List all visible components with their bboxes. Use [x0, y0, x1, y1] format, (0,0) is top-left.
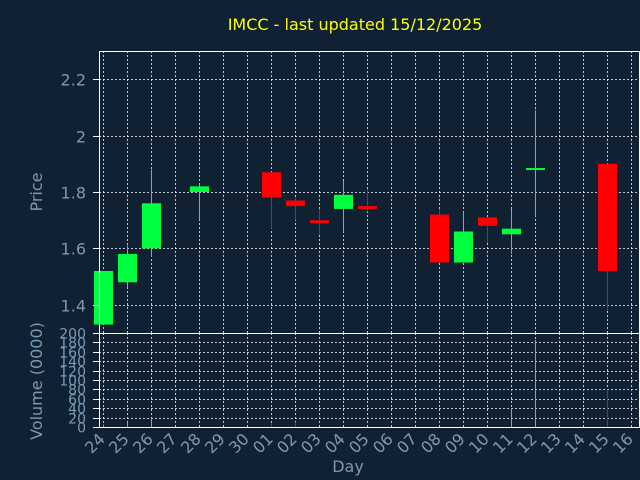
- candle-body-24: [94, 270, 113, 325]
- candle-body-01: [262, 172, 281, 198]
- candle-body-28: [190, 186, 209, 192]
- chart-title: IMCC - last updated 15/12/2025: [228, 15, 483, 34]
- grid-layer: [99, 51, 640, 428]
- volume-tick-label: 60: [68, 393, 86, 409]
- volume-tick-label: 100: [59, 374, 86, 390]
- x-axis-label: Day: [332, 457, 364, 476]
- candle-body-09: [454, 231, 473, 263]
- candle-body-25: [118, 254, 137, 283]
- candle-body-02: [286, 200, 305, 207]
- volume-tick-label: 20: [68, 412, 86, 428]
- volume-tick-label: 40: [68, 402, 86, 418]
- candle-body-11: [502, 228, 521, 235]
- volume-tick-label: 160: [59, 346, 86, 362]
- price-tick-label: 2.2: [61, 71, 86, 90]
- candle-body-15: [598, 163, 617, 271]
- volume-tick-label: 80: [68, 383, 86, 399]
- marks-layer: [94, 110, 617, 427]
- candle-body-26: [142, 203, 161, 249]
- volume-tick-label: 0: [77, 421, 86, 437]
- price-tick-label: 1.8: [61, 184, 86, 203]
- candle-body-08: [430, 214, 449, 263]
- price-tick-label: 2: [76, 128, 86, 147]
- volume-axis-label: Volume (0000): [27, 322, 46, 440]
- volume-tick-label: 200: [59, 327, 86, 343]
- volume-tick-label: 180: [59, 336, 86, 352]
- candle-body-05: [358, 206, 377, 209]
- x-tick-label-16: 16: [609, 429, 637, 457]
- candle-body-10: [478, 217, 497, 226]
- candle-body-12: [526, 168, 545, 171]
- price-tick-label: 1.4: [61, 297, 86, 316]
- volume-tick-label: 140: [59, 355, 86, 371]
- price-axis-label: Price: [27, 172, 46, 211]
- volume-tick-label: 120: [59, 365, 86, 381]
- candle-body-04: [334, 194, 353, 209]
- candle-body-03: [310, 220, 329, 224]
- price-tick-label: 1.6: [61, 240, 86, 259]
